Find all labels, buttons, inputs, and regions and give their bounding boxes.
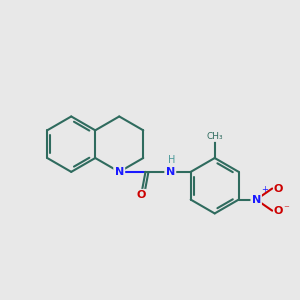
Text: N: N [115, 167, 124, 177]
Text: O: O [136, 190, 146, 200]
Text: ⁻: ⁻ [283, 204, 289, 214]
Text: +: + [261, 185, 268, 194]
Text: O: O [274, 206, 283, 216]
Text: CH₃: CH₃ [207, 132, 224, 141]
Text: N: N [252, 195, 261, 205]
Text: O: O [274, 184, 283, 194]
Text: N: N [166, 167, 175, 177]
Text: H: H [168, 155, 176, 166]
